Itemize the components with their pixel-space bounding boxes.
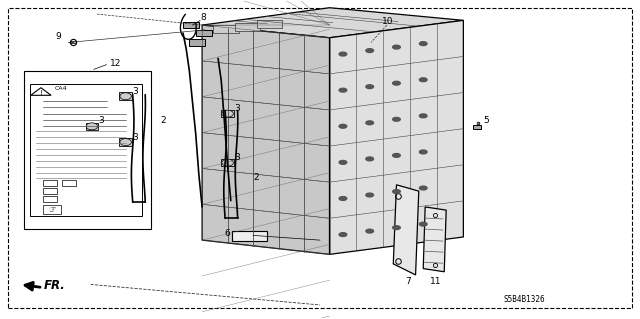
Text: 10: 10 bbox=[383, 17, 394, 26]
Bar bbox=[196, 30, 212, 36]
Bar bbox=[221, 159, 234, 167]
Circle shape bbox=[339, 88, 347, 92]
Text: 2: 2 bbox=[161, 116, 166, 125]
Circle shape bbox=[339, 52, 347, 56]
Text: 12: 12 bbox=[111, 59, 122, 68]
Polygon shape bbox=[330, 20, 463, 254]
Text: ☞: ☞ bbox=[48, 205, 56, 214]
Circle shape bbox=[393, 117, 400, 121]
Text: S5B4B1326: S5B4B1326 bbox=[503, 295, 545, 304]
Text: FR.: FR. bbox=[44, 279, 66, 292]
Polygon shape bbox=[423, 207, 446, 272]
Bar bbox=[70, 41, 76, 43]
Ellipse shape bbox=[120, 93, 131, 100]
Text: 7: 7 bbox=[405, 277, 411, 286]
Bar bbox=[473, 125, 481, 130]
Bar bbox=[235, 23, 260, 31]
Polygon shape bbox=[394, 185, 419, 275]
Ellipse shape bbox=[222, 159, 234, 166]
Polygon shape bbox=[202, 25, 330, 254]
Bar bbox=[213, 26, 239, 33]
Text: 3: 3 bbox=[132, 87, 138, 96]
Circle shape bbox=[419, 42, 427, 46]
Circle shape bbox=[366, 121, 374, 125]
Text: CA4: CA4 bbox=[54, 86, 67, 91]
Text: 6: 6 bbox=[225, 229, 230, 238]
Circle shape bbox=[419, 186, 427, 190]
Text: !: ! bbox=[40, 90, 43, 96]
Circle shape bbox=[366, 49, 374, 53]
Bar bbox=[221, 110, 234, 117]
Text: 2: 2 bbox=[253, 173, 259, 182]
Circle shape bbox=[339, 197, 347, 200]
Text: 8: 8 bbox=[200, 13, 205, 22]
Bar bbox=[119, 138, 132, 146]
Bar bbox=[183, 22, 199, 28]
Circle shape bbox=[366, 229, 374, 233]
Bar bbox=[43, 196, 57, 202]
Circle shape bbox=[393, 189, 400, 193]
Bar bbox=[43, 188, 57, 194]
Circle shape bbox=[393, 153, 400, 157]
Bar bbox=[86, 122, 99, 130]
Bar bbox=[30, 84, 141, 216]
Ellipse shape bbox=[222, 110, 234, 117]
Bar bbox=[62, 180, 76, 186]
Circle shape bbox=[393, 45, 400, 49]
Circle shape bbox=[419, 222, 427, 226]
Text: 9: 9 bbox=[56, 32, 61, 41]
Bar bbox=[232, 231, 267, 241]
Bar bbox=[24, 71, 151, 229]
Bar bbox=[119, 93, 132, 100]
Bar bbox=[43, 205, 61, 214]
Circle shape bbox=[419, 150, 427, 154]
Bar bbox=[43, 180, 57, 186]
Bar bbox=[257, 20, 282, 28]
Circle shape bbox=[366, 193, 374, 197]
Text: 3: 3 bbox=[234, 153, 240, 162]
Text: 3: 3 bbox=[99, 116, 104, 125]
Circle shape bbox=[339, 233, 347, 236]
Ellipse shape bbox=[86, 123, 98, 130]
Text: 5: 5 bbox=[483, 116, 488, 125]
Bar bbox=[189, 39, 205, 46]
Circle shape bbox=[393, 226, 400, 229]
Text: 3: 3 bbox=[132, 133, 138, 142]
Text: 11: 11 bbox=[430, 277, 442, 286]
Polygon shape bbox=[202, 8, 463, 38]
Circle shape bbox=[366, 85, 374, 89]
Circle shape bbox=[419, 114, 427, 118]
Circle shape bbox=[339, 124, 347, 128]
Text: 3: 3 bbox=[234, 104, 240, 113]
Circle shape bbox=[339, 160, 347, 164]
Circle shape bbox=[419, 78, 427, 82]
Circle shape bbox=[366, 157, 374, 161]
Circle shape bbox=[393, 81, 400, 85]
Ellipse shape bbox=[120, 139, 131, 145]
